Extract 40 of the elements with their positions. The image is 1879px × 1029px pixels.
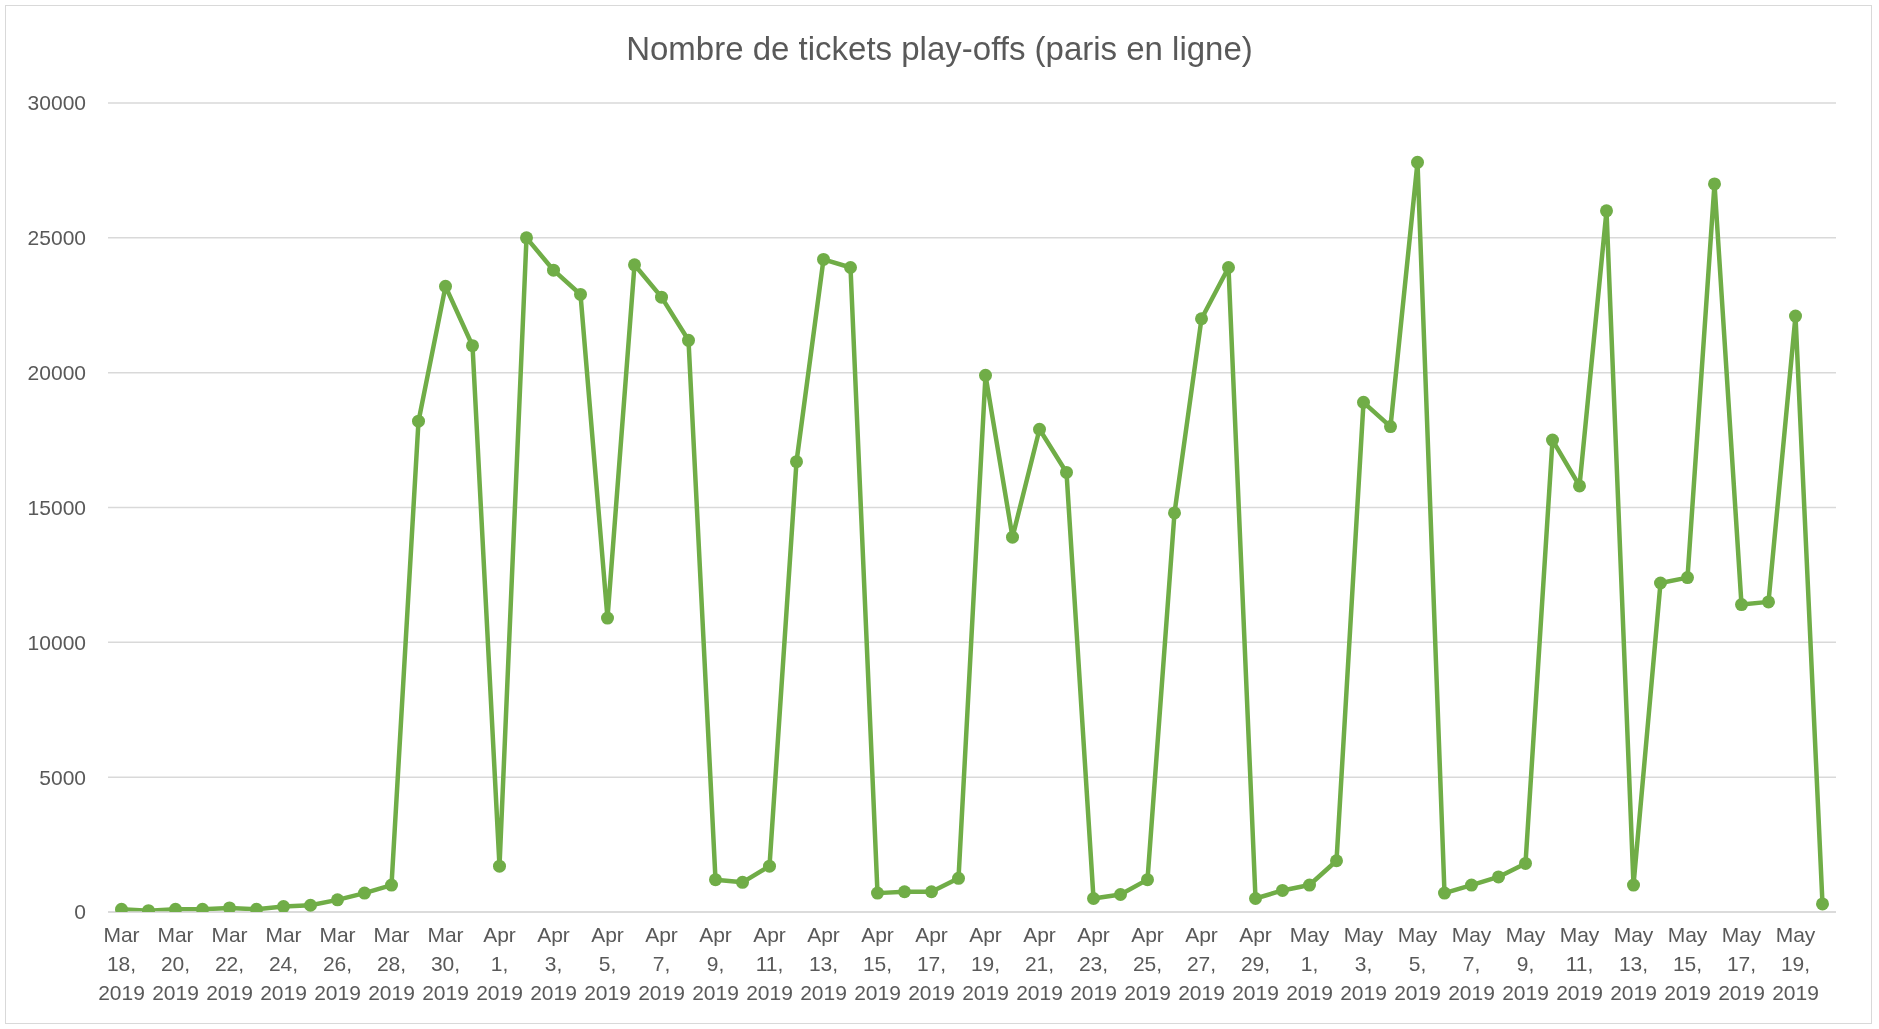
chart-title: Nombre de tickets play-offs (paris en ligne) <box>625 29 1254 69</box>
x-tick-label: Apr 9, 2019 <box>692 923 739 1004</box>
x-tick-label: Apr 5, 2019 <box>584 923 631 1004</box>
x-tick-label: Apr 23, 2019 <box>1070 923 1117 1004</box>
x-tick-label: Apr 27, 2019 <box>1178 923 1225 1004</box>
x-tick-label: Apr 29, 2019 <box>1232 923 1279 1004</box>
x-tick-label: May 17, 2019 <box>1718 923 1765 1004</box>
x-tick-label: May 9, 2019 <box>1502 923 1549 1004</box>
y-tick-label: 0 <box>74 900 86 924</box>
x-tick-label: May 1, 2019 <box>1286 923 1333 1004</box>
x-tick-label: Apr 11, 2019 <box>746 923 793 1004</box>
x-tick-label: Mar 24, 2019 <box>260 923 307 1004</box>
x-tick-label: Apr 17, 2019 <box>908 923 955 1004</box>
x-tick-label: May 3, 2019 <box>1340 923 1387 1004</box>
x-tick-label: Mar 26, 2019 <box>314 923 361 1004</box>
x-tick-label: Apr 15, 2019 <box>854 923 901 1004</box>
x-tick-label: Apr 19, 2019 <box>962 923 1009 1004</box>
x-tick-label: May 11, 2019 <box>1556 923 1603 1004</box>
x-tick-label: Apr 25, 2019 <box>1124 923 1171 1004</box>
x-tick-label: Mar 28, 2019 <box>368 923 415 1004</box>
y-tick-label: 30000 <box>27 91 86 115</box>
x-tick-label: May 5, 2019 <box>1394 923 1441 1004</box>
y-tick-label: 10000 <box>27 630 86 654</box>
x-tick-label: Apr 21, 2019 <box>1016 923 1063 1004</box>
x-tick-label: Mar 30, 2019 <box>422 923 469 1004</box>
x-tick-label: Mar 20, 2019 <box>152 923 199 1004</box>
x-tick-label: Mar 22, 2019 <box>206 923 253 1004</box>
x-tick-label: May 7, 2019 <box>1448 923 1495 1004</box>
y-tick-label: 15000 <box>27 495 86 519</box>
x-tick-label: May 15, 2019 <box>1664 923 1711 1004</box>
x-tick-label: Apr 1, 2019 <box>476 923 523 1004</box>
x-tick-label: May 13, 2019 <box>1610 923 1657 1004</box>
x-tick-label: Apr 13, 2019 <box>800 923 847 1004</box>
x-tick-label: Mar 18, 2019 <box>98 923 145 1004</box>
y-tick-label: 25000 <box>27 226 86 250</box>
y-tick-label: 5000 <box>39 765 86 789</box>
x-tick-label: Apr 3, 2019 <box>530 923 577 1004</box>
x-tick-label: May 19, 2019 <box>1772 923 1819 1004</box>
x-tick-label: Apr 7, 2019 <box>638 923 685 1004</box>
y-tick-label: 20000 <box>27 361 86 385</box>
